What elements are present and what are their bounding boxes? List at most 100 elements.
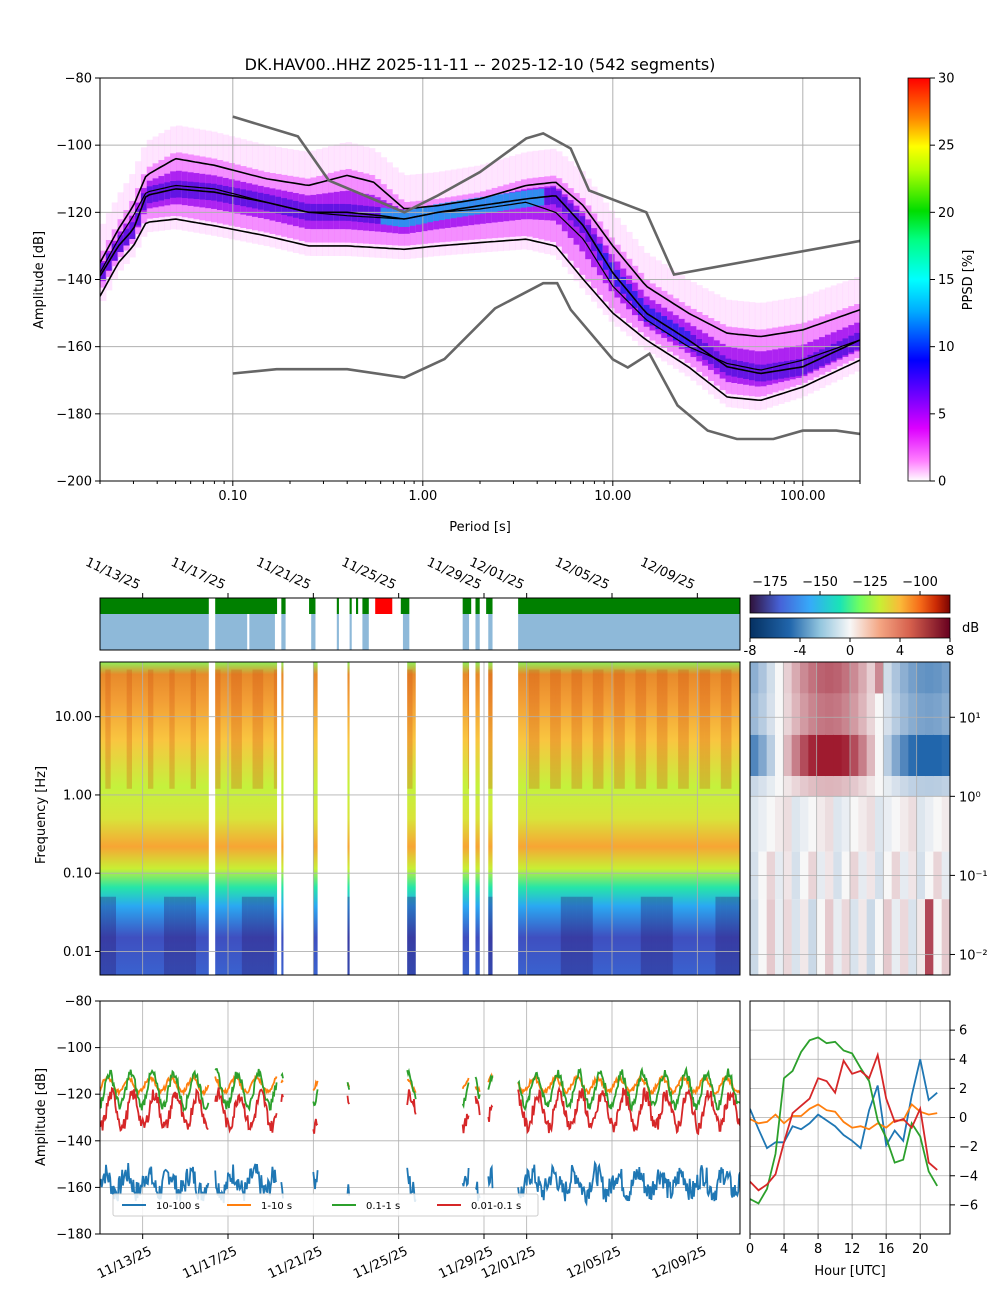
- spectrogram-quiet-stripe: [560, 896, 567, 975]
- timeseries-x-ticks: 11/13/25 11/17/25 11/21/25 11/25/25 11/29/25…: [95, 1234, 709, 1282]
- hourly-diff-cell: [808, 899, 818, 975]
- hourly-diff-cell: [833, 734, 843, 777]
- spectrogram-panel: 0.01 0.10 1.00 10.00 Frequency [Hz]: [34, 661, 741, 976]
- spectrogram-day-stripe: [215, 669, 221, 789]
- hourly-diff-panel: 10¹ 10⁰ 10⁻¹ 10⁻²: [749, 661, 988, 976]
- ppsd-colorbar-tick-label: 5: [938, 407, 946, 422]
- anomaly-y-tick-label: 6: [959, 1024, 967, 1039]
- anomaly-y-tick-label: −6: [959, 1198, 978, 1213]
- top-date-label: 11/13/25: [83, 555, 142, 593]
- anomaly-y-tick-label: 2: [959, 1082, 967, 1097]
- timeseries-x-tick-label: 12/05/25: [564, 1244, 623, 1282]
- availability-green-bar: [281, 598, 286, 614]
- hourly-anomaly-panel: −6 −4 −2 0 2 4 6 0 4 8 12 16 20 Hour [UTC]: [746, 1000, 978, 1279]
- ppsd-x-label: Period [s]: [449, 520, 511, 535]
- hourly-diff-cell: [841, 693, 851, 735]
- hourly-diff-y-tick-label: 10⁻²: [959, 948, 988, 963]
- diff-colorbar-ticks: -8 -4 0 4 8: [744, 638, 954, 659]
- timeseries-y-tick-label: −80: [65, 995, 92, 1010]
- hourly-diff-cell: [750, 776, 759, 797]
- spectrogram-quiet-stripe: [257, 896, 264, 975]
- hourly-diff-cell: [750, 693, 759, 735]
- hourly-diff-cell: [758, 734, 768, 777]
- ppsd-colorbar-tick-label: 25: [938, 139, 955, 154]
- legend-label: 0.01-0.1 s: [471, 1201, 521, 1212]
- spectrogram-quiet-stripe: [268, 896, 274, 975]
- hourly-diff-image: [750, 662, 950, 975]
- hourly-diff-cell: [891, 734, 901, 777]
- hourly-diff-cell: [883, 693, 893, 735]
- hourly-diff-cell: [783, 796, 793, 852]
- spectrogram-day-stripe: [273, 669, 278, 789]
- spectrogram-day-stripe: [635, 669, 641, 789]
- hourly-diff-cell: [825, 796, 834, 852]
- spectrogram-quiet-stripe: [488, 896, 493, 975]
- hourly-diff-cell: [891, 693, 901, 735]
- spectrogram-day-stripe: [614, 669, 620, 789]
- hourly-diff-cell: [858, 796, 868, 852]
- hourly-diff-cell: [933, 776, 943, 797]
- anomaly-x-tick-label: 12: [844, 1242, 861, 1257]
- hourly-diff-cell: [783, 693, 793, 735]
- spectrogram-day-stripe: [720, 669, 727, 789]
- spectrogram-day-stripe: [236, 669, 242, 789]
- spectrogram-day-stripe: [105, 669, 111, 789]
- hourly-diff-cell: [941, 776, 950, 797]
- anomaly-line-0: [750, 1059, 938, 1150]
- anomaly-line-1: [750, 1102, 938, 1131]
- hourly-diff-cell: [791, 662, 801, 694]
- hourly-diff-cell: [925, 734, 934, 777]
- spectrogram-day-stripe: [190, 669, 196, 789]
- nhnm-line: [232, 115, 860, 276]
- spectrogram-day-stripe: [555, 669, 561, 789]
- timeseries-y-label: Amplitude [dB]: [34, 1068, 49, 1166]
- diff-colorbar-tick-label: 8: [946, 644, 954, 659]
- hourly-diff-cell: [816, 796, 826, 852]
- spectrogram-quiet-stripe: [180, 896, 186, 975]
- spectrogram-segment: [313, 662, 318, 975]
- hourly-diff-cell: [916, 734, 926, 777]
- ppsd-x-tick-label: 0.10: [218, 489, 247, 504]
- ppsd-colorbar-label: PPSD [%]: [961, 250, 976, 311]
- hourly-diff-cell: [791, 776, 801, 797]
- diff-colorbar-tick-label: 4: [896, 644, 904, 659]
- spectrogram-quiet-stripe: [731, 896, 737, 975]
- hourly-diff-cell: [775, 734, 784, 777]
- anomaly-gridlines: [749, 1001, 950, 1234]
- diff-colorbar-tick-label: -4: [794, 644, 807, 659]
- spectrogram-image: [100, 662, 740, 975]
- availability-blue-bar: [362, 614, 369, 650]
- hourly-diff-cell: [866, 662, 876, 694]
- availability-green-bar: [336, 598, 339, 614]
- hourly-diff-cell: [758, 662, 768, 694]
- hourly-diff-cell: [933, 693, 943, 735]
- hourly-diff-cell: [925, 693, 934, 735]
- top-date-label: 11/17/25: [168, 555, 227, 593]
- hourly-diff-cell: [891, 776, 901, 797]
- hourly-diff-cell: [866, 796, 876, 852]
- spectrogram-day-stripe: [683, 669, 689, 789]
- hourly-diff-cell: [916, 662, 926, 694]
- hourly-diff-cell: [758, 776, 768, 797]
- hourly-diff-cell: [808, 796, 818, 852]
- hourly-diff-cell: [783, 776, 793, 797]
- hourly-diff-cell: [800, 693, 809, 735]
- hourly-diff-cell: [800, 899, 809, 975]
- spectrogram-quiet-stripe: [571, 896, 577, 975]
- spectrogram-segment: [215, 662, 278, 975]
- availability-blue-bar: [402, 614, 410, 650]
- spectrogram-top-date-ticks: 11/13/25 11/17/25 11/21/25 11/25/25 11/29/25…: [83, 555, 698, 598]
- ppsd-x-tick-label: 100.00: [780, 489, 826, 504]
- hourly-diff-cell: [908, 693, 918, 735]
- psd-colorbar-tick-label: −100: [902, 575, 938, 590]
- hourly-diff-cell: [875, 662, 884, 694]
- spectrogram-quiet-stripe: [407, 896, 413, 975]
- spectrogram-day-stripe: [571, 669, 577, 789]
- spectrogram-segment: [347, 662, 350, 975]
- legend-label: 0.1-1 s: [366, 1201, 400, 1212]
- spectrogram-quiet-stripe: [640, 896, 647, 975]
- hourly-diff-cell: [833, 899, 843, 975]
- hourly-diff-cell: [858, 662, 868, 694]
- diff-colorbar-label: dB: [962, 621, 979, 636]
- spectrogram-day-stripe: [126, 669, 132, 789]
